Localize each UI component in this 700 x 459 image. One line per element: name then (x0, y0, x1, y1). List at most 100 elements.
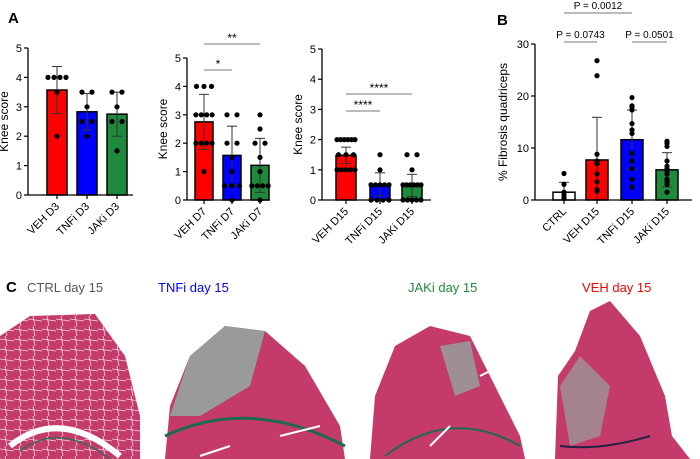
data-point (119, 89, 125, 95)
data-point (257, 154, 263, 160)
y-tick-label: 20 (517, 91, 529, 103)
significance-label: P = 0.0012 (574, 1, 623, 12)
data-point (201, 83, 207, 89)
histology-image-ctrl (0, 314, 140, 459)
data-point (594, 171, 600, 177)
y-tick-label: 3 (310, 104, 316, 116)
data-point (409, 167, 415, 173)
data-point (629, 94, 635, 101)
data-point (664, 189, 670, 195)
histology-image-veh (555, 301, 690, 459)
data-point (257, 126, 263, 132)
y-tick-label: 5 (16, 43, 22, 55)
data-point (119, 118, 125, 125)
data-point (249, 183, 255, 189)
histology-label-tnfi: TNFi day 15 (158, 280, 229, 295)
data-point (664, 158, 670, 164)
data-point (334, 137, 340, 143)
data-point (234, 140, 240, 146)
data-point (51, 74, 57, 80)
histology-label-veh: VEH day 15 (582, 280, 652, 295)
data-point (418, 182, 424, 188)
data-point (335, 152, 342, 158)
significance-label: P = 0.0743 (556, 30, 605, 41)
y-tick-label: 3 (175, 110, 181, 122)
data-point (664, 171, 670, 177)
data-point (193, 112, 199, 118)
histology-images (0, 301, 690, 459)
data-point (343, 152, 349, 158)
x-tick-label: JAKi D15 (631, 206, 672, 247)
data-point (54, 133, 60, 139)
data-point (377, 152, 383, 158)
significance-label: ** (227, 31, 237, 45)
data-point (89, 89, 95, 95)
data-point (338, 167, 345, 173)
data-point (629, 127, 635, 133)
data-point (252, 140, 258, 146)
data-point (629, 158, 635, 164)
data-point (114, 148, 120, 154)
data-point (561, 170, 567, 177)
data-point (338, 137, 344, 143)
significance-label: P = 0.0501 (625, 30, 674, 41)
data-point (209, 112, 215, 118)
data-point (629, 107, 635, 113)
significance-label: * (216, 57, 221, 71)
data-point (411, 182, 417, 188)
y-tick-label: 4 (16, 72, 22, 84)
y-axis-label: % Fibrosis quadriceps (496, 63, 510, 181)
significance-label: **** (370, 81, 389, 95)
data-point (368, 182, 374, 188)
data-point (629, 130, 635, 137)
data-point (198, 112, 204, 118)
data-point (84, 133, 90, 139)
data-point (221, 183, 228, 189)
data-point (262, 140, 268, 146)
data-point (594, 188, 600, 194)
data-point (629, 166, 635, 172)
data-point (229, 154, 235, 160)
data-point (257, 169, 263, 175)
data-point (386, 182, 392, 188)
data-point (594, 73, 600, 79)
data-point (372, 182, 379, 188)
data-point (404, 152, 410, 158)
panel-label-b: B (497, 12, 508, 29)
data-point (347, 167, 354, 173)
data-point (664, 143, 670, 150)
y-tick-label: 0 (310, 195, 316, 207)
data-point (63, 74, 69, 80)
y-tick-label: 1 (16, 161, 22, 173)
y-tick-label: 5 (310, 44, 316, 56)
x-tick-label: TNFi D15 (595, 206, 637, 248)
data-point (254, 183, 260, 189)
data-point (629, 120, 635, 127)
data-point (594, 161, 600, 167)
data-point (594, 151, 600, 157)
data-point (629, 150, 635, 156)
data-point (341, 137, 347, 143)
x-tick-label: TNFi D3 (55, 201, 92, 238)
y-tick-label: 30 (517, 39, 529, 51)
data-point (594, 58, 600, 64)
histology-label-ctrl: CTRL day 15 (27, 280, 104, 295)
data-point (198, 140, 204, 146)
data-point (334, 167, 340, 173)
data-point (629, 176, 635, 182)
data-point (204, 140, 210, 146)
y-tick-label: 3 (16, 102, 22, 114)
data-point (79, 89, 85, 95)
data-point (348, 137, 354, 143)
data-point (265, 183, 271, 189)
data-point (224, 140, 230, 146)
y-tick-label: 2 (310, 135, 316, 147)
y-tick-label: 0 (175, 195, 181, 207)
data-point (109, 89, 115, 95)
data-point (79, 118, 85, 125)
data-point (229, 183, 235, 189)
data-point (407, 182, 413, 188)
